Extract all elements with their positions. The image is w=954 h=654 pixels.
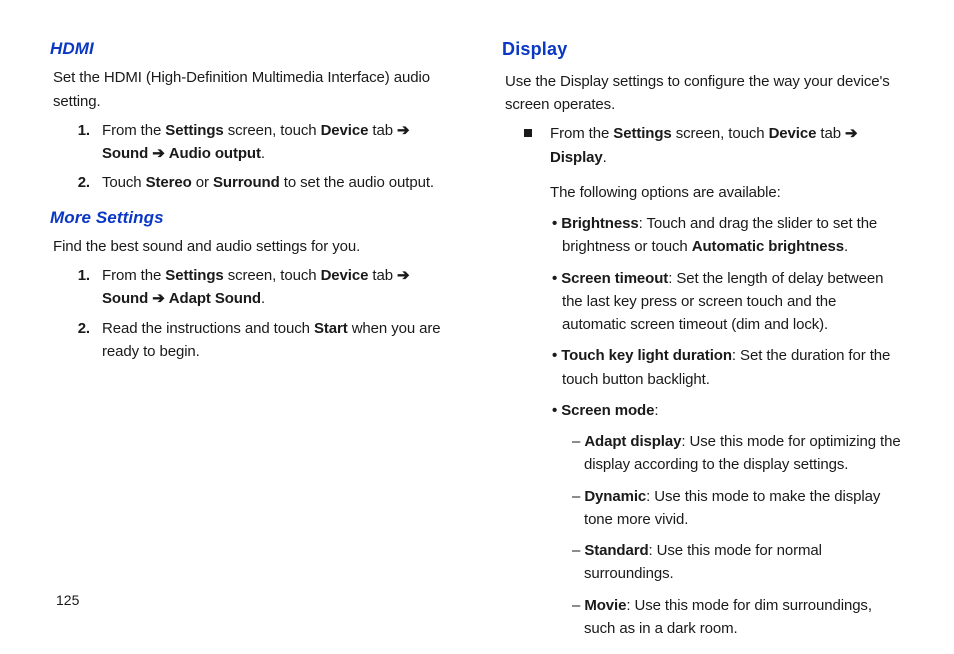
display-lead-item: From the Settings screen, touch Device t…	[524, 122, 904, 648]
more-step-2: 2. Read the instructions and touch Start…	[72, 317, 452, 364]
step-marker: 2.	[72, 171, 90, 194]
square-bullet-icon	[524, 129, 532, 137]
hdmi-step-1: 1. From the Settings screen, touch Devic…	[72, 119, 452, 166]
more-settings-intro: Find the best sound and audio settings f…	[53, 235, 452, 258]
mode-standard: Standard: Use this mode for normal surro…	[570, 539, 904, 586]
more-step-1: 1. From the Settings screen, touch Devic…	[72, 264, 452, 311]
hdmi-intro: Set the HDMI (High-Definition Multimedia…	[53, 66, 452, 113]
mode-dynamic: Dynamic: Use this mode to make the displ…	[570, 485, 904, 532]
step-marker: 1.	[72, 264, 90, 311]
step-marker: 2.	[72, 317, 90, 364]
hdmi-steps: 1. From the Settings screen, touch Devic…	[72, 119, 452, 195]
step-text: Touch Stereo or Surround to set the audi…	[102, 171, 434, 194]
option-touch-key-light: Touch key light duration: Set the durati…	[550, 344, 904, 391]
display-lead-list: From the Settings screen, touch Device t…	[524, 122, 904, 648]
option-brightness: Brightness: Touch and drag the slider to…	[550, 212, 904, 259]
step-marker: 1.	[72, 119, 90, 166]
step-text: Read the instructions and touch Start wh…	[102, 317, 452, 364]
display-intro: Use the Display settings to configure th…	[505, 70, 904, 117]
more-settings-heading: More Settings	[50, 205, 452, 231]
right-column: Display Use the Display settings to conf…	[502, 36, 904, 654]
display-options: Brightness: Touch and drag the slider to…	[550, 212, 904, 640]
display-following: The following options are available:	[550, 181, 904, 204]
mode-movie: Movie: Use this mode for dim surrounding…	[570, 594, 904, 641]
screen-mode-list: Adapt display: Use this mode for optimiz…	[570, 430, 904, 640]
left-column: HDMI Set the HDMI (High-Definition Multi…	[50, 36, 452, 654]
step-text: From the Settings screen, touch Device t…	[102, 119, 452, 166]
option-screen-mode: Screen mode: Adapt display: Use this mod…	[550, 399, 904, 640]
more-settings-steps: 1. From the Settings screen, touch Devic…	[72, 264, 452, 363]
option-screen-timeout: Screen timeout: Set the length of delay …	[550, 267, 904, 337]
mode-adapt-display: Adapt display: Use this mode for optimiz…	[570, 430, 904, 477]
step-text: From the Settings screen, touch Device t…	[102, 264, 452, 311]
hdmi-step-2: 2. Touch Stereo or Surround to set the a…	[72, 171, 452, 194]
hdmi-heading: HDMI	[50, 36, 452, 62]
page-number: 125	[56, 592, 79, 608]
display-heading: Display	[502, 36, 904, 64]
display-lead-content: From the Settings screen, touch Device t…	[550, 122, 904, 648]
